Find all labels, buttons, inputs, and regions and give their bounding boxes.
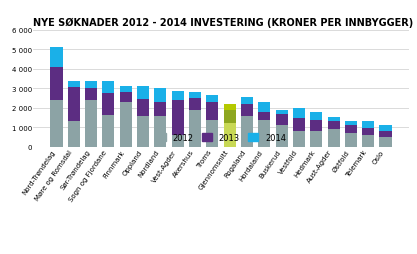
Bar bbox=[172, 92, 184, 101]
Bar bbox=[172, 101, 184, 136]
Bar bbox=[345, 126, 357, 134]
Bar bbox=[241, 98, 253, 104]
Bar bbox=[206, 120, 219, 147]
Bar bbox=[189, 99, 201, 110]
Bar bbox=[258, 120, 270, 147]
Bar bbox=[85, 82, 97, 89]
Bar bbox=[85, 101, 97, 147]
Bar bbox=[362, 136, 374, 147]
Bar bbox=[189, 110, 201, 147]
Bar bbox=[172, 136, 184, 147]
Bar bbox=[68, 82, 80, 88]
Bar bbox=[85, 89, 97, 101]
Bar bbox=[276, 110, 288, 114]
Bar bbox=[345, 121, 357, 126]
Bar bbox=[103, 82, 115, 94]
Bar bbox=[206, 103, 219, 120]
Bar bbox=[224, 124, 236, 147]
Bar bbox=[154, 116, 166, 147]
Legend: 2012, 2013, 2014: 2012, 2013, 2014 bbox=[153, 130, 289, 146]
Bar bbox=[379, 138, 392, 147]
Bar bbox=[137, 87, 149, 100]
Bar bbox=[120, 93, 132, 103]
Bar bbox=[241, 104, 253, 116]
Bar bbox=[68, 88, 80, 121]
Text: NYE SØKNADER 2012 - 2014 INVESTERING (KRONER PER INNBYGGER): NYE SØKNADER 2012 - 2014 INVESTERING (KR… bbox=[33, 18, 414, 28]
Bar bbox=[293, 108, 305, 118]
Bar bbox=[189, 93, 201, 99]
Bar bbox=[50, 101, 63, 147]
Bar bbox=[50, 68, 63, 101]
Bar bbox=[103, 115, 115, 147]
Bar bbox=[345, 134, 357, 147]
Bar bbox=[224, 104, 236, 110]
Bar bbox=[206, 96, 219, 103]
Bar bbox=[327, 117, 339, 122]
Bar bbox=[68, 121, 80, 147]
Bar bbox=[327, 122, 339, 130]
Bar bbox=[293, 118, 305, 132]
Bar bbox=[154, 89, 166, 103]
Bar bbox=[258, 103, 270, 112]
Bar bbox=[120, 87, 132, 93]
Bar bbox=[137, 100, 149, 116]
Bar bbox=[379, 132, 392, 138]
Bar bbox=[327, 130, 339, 147]
Bar bbox=[310, 132, 322, 147]
Bar bbox=[276, 114, 288, 126]
Bar bbox=[120, 103, 132, 147]
Bar bbox=[224, 110, 236, 124]
Bar bbox=[379, 126, 392, 132]
Bar bbox=[50, 48, 63, 68]
Bar bbox=[362, 121, 374, 129]
Bar bbox=[310, 120, 322, 132]
Bar bbox=[258, 112, 270, 120]
Bar bbox=[137, 116, 149, 147]
Bar bbox=[293, 132, 305, 147]
Bar bbox=[310, 112, 322, 120]
Bar bbox=[362, 129, 374, 136]
Bar bbox=[103, 94, 115, 115]
Bar bbox=[276, 126, 288, 147]
Bar bbox=[241, 116, 253, 147]
Bar bbox=[154, 103, 166, 116]
